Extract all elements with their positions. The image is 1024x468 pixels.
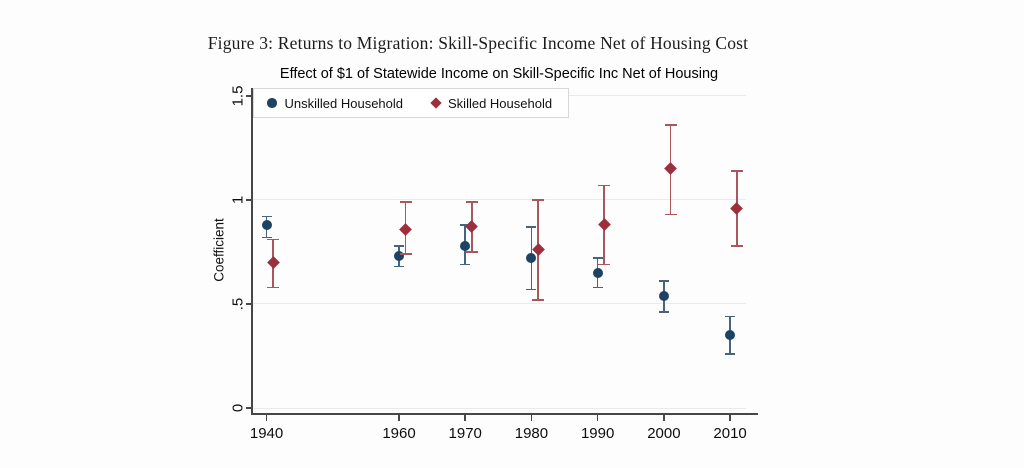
y-tick-label-1.5: 1.5 [229,85,247,107]
x-tick-label-1970: 1970 [448,425,482,442]
x-tick-label-1990: 1990 [580,425,615,442]
skilled-diamond-icon [430,97,442,109]
errorbar-cap-top-unskilled-1970 [460,224,471,226]
errorbar-cap-bottom-skilled-1970 [465,251,478,253]
data-point-skilled-1990 [597,218,611,232]
x-tick-1970 [464,414,466,421]
errorbar-cap-bottom-skilled-2000 [664,213,677,216]
data-point-unskilled-1980 [526,253,537,264]
unskilled-circle-icon [267,98,277,108]
errorbar-cap-bottom-skilled-1940 [267,286,280,289]
y-tick-0.5 [245,303,252,305]
errorbar-cap-top-skilled-2000 [664,124,677,126]
errorbar-cap-top-skilled-1970 [465,201,478,203]
legend-entry-unskilled: Unskilled Household [267,96,403,111]
errorbar-cap-bottom-skilled-1980 [532,299,545,301]
errorbar-cap-top-unskilled-1940 [261,215,272,218]
errorbar-cap-bottom-unskilled-1980 [526,288,537,291]
y-axis-line [251,88,253,415]
y-tick-1 [245,199,252,201]
figure-caption: Figure 3: Returns to Migration: Skill-Sp… [207,33,749,53]
errorbar-cap-bottom-unskilled-2000 [658,311,669,314]
y-tick-1.5 [245,95,252,97]
errorbar-cap-bottom-unskilled-2010 [725,353,736,355]
data-point-unskilled-1990 [592,267,603,278]
x-tick-label-2000: 2000 [647,425,681,442]
errorbar-cap-top-skilled-1940 [267,238,280,241]
x-tick-1990 [596,414,599,421]
x-tick-1980 [530,414,533,421]
errorbar-cap-top-unskilled-2000 [658,280,669,282]
errorbar-cap-bottom-unskilled-1990 [592,286,603,289]
data-point-skilled-2010 [730,201,744,215]
errorbar-cap-top-skilled-1960 [399,201,412,203]
errorbar-cap-bottom-skilled-1990 [598,263,611,266]
gridline-y-0.5 [253,303,746,305]
legend-label-skilled: Skilled Household [448,95,553,111]
data-point-skilled-1970 [465,220,479,234]
x-tick-1940 [265,414,268,421]
y-tick-label-0: 0 [229,403,247,413]
errorbar-cap-bottom-skilled-2010 [730,244,743,247]
errorbar-cap-bottom-unskilled-1960 [394,265,404,268]
x-tick-label-2010: 2010 [713,425,747,442]
gridline-y-1 [253,199,746,201]
data-point-skilled-2000 [664,162,677,176]
data-point-unskilled-2010 [725,330,736,341]
y-tick-0 [245,407,252,409]
errorbar-cap-top-skilled-2010 [730,170,743,172]
legend-entry-skilled: Skilled Household [430,95,553,111]
errorbar-cap-bottom-skilled-1960 [399,253,412,255]
x-tick-label-1980: 1980 [514,425,549,442]
legend: Unskilled Household Skilled Household [253,88,569,118]
y-tick-label-1: 1 [229,195,247,205]
data-point-skilled-1940 [266,255,280,269]
data-point-unskilled-1960 [394,251,404,262]
errorbar-cap-top-unskilled-2010 [725,315,736,318]
x-tick-2000 [663,414,665,421]
data-point-unskilled-1970 [460,240,471,251]
errorbar-cap-top-unskilled-1980 [526,226,537,228]
x-tick-1960 [398,414,400,421]
data-point-unskilled-1940 [261,219,272,230]
chart-title: Effect of $1 of Statewide Income on Skil… [279,66,719,82]
data-point-unskilled-2000 [658,290,669,301]
errorbar-cap-bottom-unskilled-1940 [261,236,272,239]
x-tick-label-1940: 1940 [249,425,284,442]
y-tick-label-0.5: .5 [229,297,247,311]
errorbar-cap-top-unskilled-1990 [592,257,603,259]
x-axis-line [251,413,759,415]
data-point-skilled-1960 [399,222,412,236]
errorbar-cap-top-unskilled-1960 [394,244,404,247]
gridline-y-0 [253,407,746,409]
x-tick-2010 [729,414,731,421]
errorbar-cap-top-skilled-1980 [532,199,545,201]
x-tick-label-1960: 1960 [382,425,416,442]
errorbar-cap-top-skilled-1990 [598,184,611,187]
legend-label-unskilled: Unskilled Household [284,95,404,111]
errorbar-cap-bottom-unskilled-1970 [460,263,471,266]
